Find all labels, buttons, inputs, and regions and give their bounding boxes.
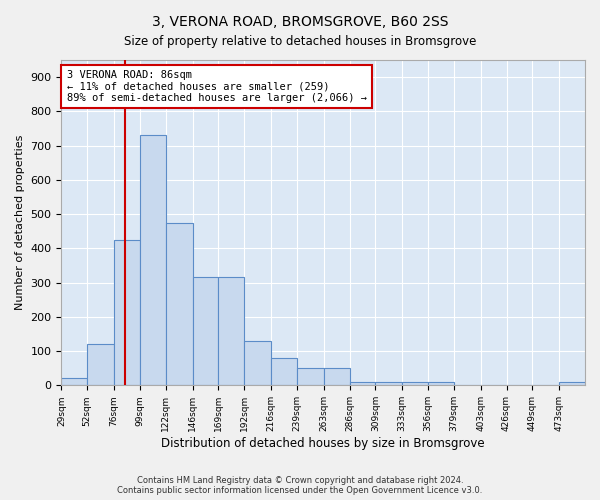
- Bar: [376, 382, 402, 386]
- Bar: [193, 278, 218, 386]
- Bar: [402, 382, 428, 386]
- Bar: [559, 382, 585, 386]
- Text: Contains HM Land Registry data © Crown copyright and database right 2024.
Contai: Contains HM Land Registry data © Crown c…: [118, 476, 482, 495]
- Bar: [166, 222, 193, 386]
- Bar: [61, 378, 87, 386]
- Bar: [114, 240, 140, 386]
- Bar: [271, 358, 297, 386]
- Text: 3, VERONA ROAD, BROMSGROVE, B60 2SS: 3, VERONA ROAD, BROMSGROVE, B60 2SS: [152, 15, 448, 29]
- Y-axis label: Number of detached properties: Number of detached properties: [15, 135, 25, 310]
- X-axis label: Distribution of detached houses by size in Bromsgrove: Distribution of detached houses by size …: [161, 437, 485, 450]
- Text: Size of property relative to detached houses in Bromsgrove: Size of property relative to detached ho…: [124, 35, 476, 48]
- Bar: [218, 278, 244, 386]
- Bar: [428, 382, 454, 386]
- Bar: [244, 341, 271, 386]
- Text: 3 VERONA ROAD: 86sqm
← 11% of detached houses are smaller (259)
89% of semi-deta: 3 VERONA ROAD: 86sqm ← 11% of detached h…: [67, 70, 367, 103]
- Bar: [87, 344, 114, 386]
- Bar: [350, 382, 376, 386]
- Bar: [324, 368, 350, 386]
- Bar: [297, 368, 324, 386]
- Bar: [140, 136, 166, 386]
